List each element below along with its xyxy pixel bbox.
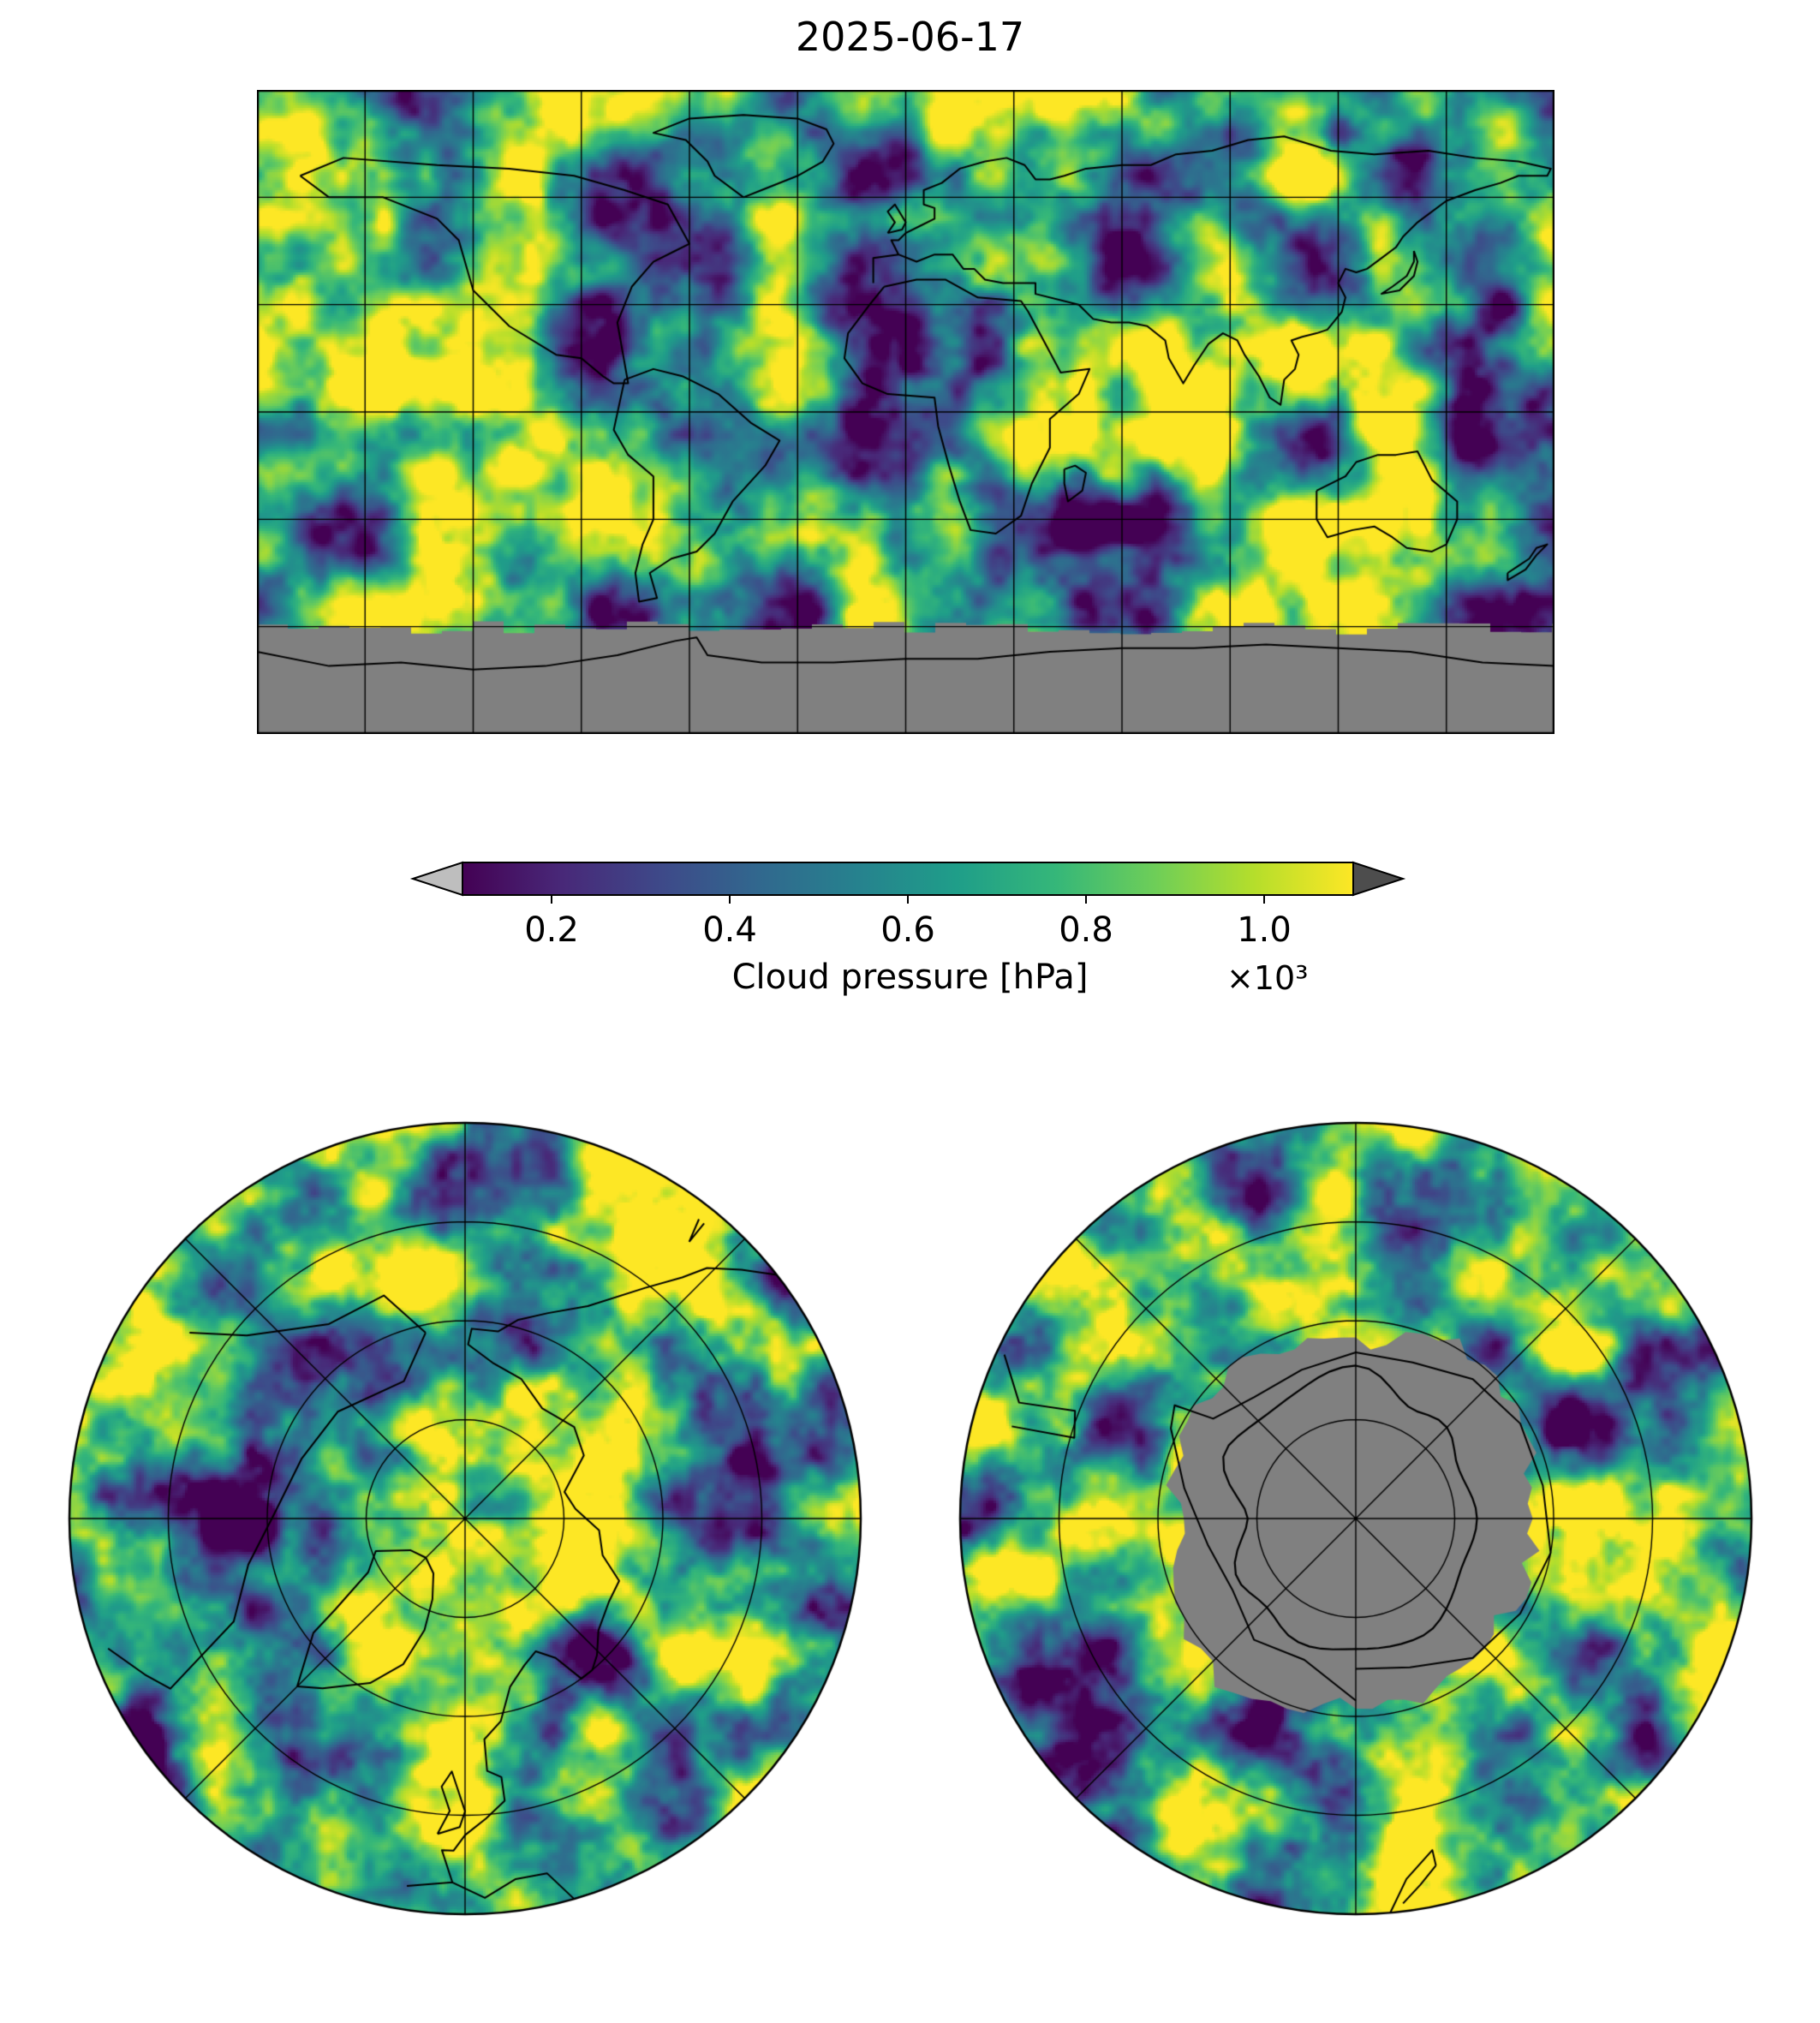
colorbar	[409, 861, 1406, 904]
colorbar-multiplier: ×10³	[1226, 959, 1309, 997]
south-polar-panel	[955, 1118, 1757, 1919]
colorbar-under-arrow	[409, 861, 463, 897]
colorbar-over-arrow	[1352, 861, 1406, 897]
global-map-panel	[257, 90, 1554, 734]
figure-title: 2025-06-17	[795, 14, 1025, 60]
colorbar-tick-label: 0.4	[702, 910, 757, 950]
colorbar-tick-label: 1.0	[1237, 910, 1292, 950]
colorbar-ticks	[551, 895, 1265, 904]
north-polar-panel	[64, 1118, 866, 1919]
colorbar-tick-label: 0.8	[1059, 910, 1113, 950]
colorbar-gradient	[462, 862, 1354, 896]
colorbar-tick-label: 0.6	[880, 910, 935, 950]
colorbar-tick-label: 0.2	[524, 910, 579, 950]
colorbar-label: Cloud pressure [hPa]	[731, 958, 1089, 997]
